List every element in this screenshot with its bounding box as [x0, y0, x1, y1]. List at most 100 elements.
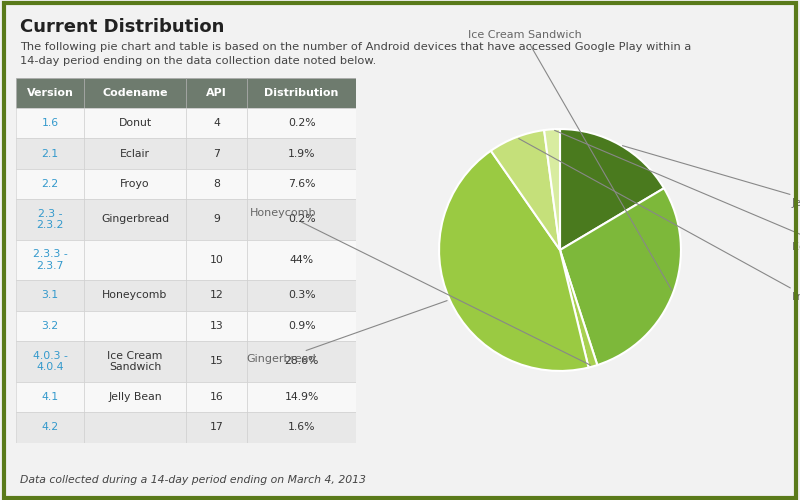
Text: Version: Version [26, 88, 74, 98]
Text: 12: 12 [210, 290, 223, 300]
FancyBboxPatch shape [186, 341, 247, 382]
Text: 2.2: 2.2 [42, 179, 58, 189]
FancyBboxPatch shape [247, 138, 356, 169]
FancyBboxPatch shape [16, 280, 84, 310]
Text: 13: 13 [210, 321, 223, 331]
FancyBboxPatch shape [186, 382, 247, 412]
FancyBboxPatch shape [84, 169, 186, 199]
FancyBboxPatch shape [84, 382, 186, 412]
FancyBboxPatch shape [16, 412, 84, 442]
Text: 4.2: 4.2 [42, 422, 58, 432]
Text: 1.6: 1.6 [42, 118, 58, 128]
Text: Codename: Codename [102, 88, 168, 98]
FancyBboxPatch shape [84, 310, 186, 341]
Text: 7.6%: 7.6% [288, 179, 315, 189]
FancyBboxPatch shape [84, 138, 186, 169]
FancyBboxPatch shape [16, 108, 84, 138]
FancyBboxPatch shape [186, 78, 247, 108]
Text: 0.2%: 0.2% [288, 118, 315, 128]
Text: 2.3.3 -
2.3.7: 2.3.3 - 2.3.7 [33, 249, 67, 271]
Text: 4.0.3 -
4.0.4: 4.0.3 - 4.0.4 [33, 350, 67, 372]
Text: 7: 7 [213, 148, 220, 158]
Text: Eclair & older: Eclair & older [554, 130, 800, 252]
FancyBboxPatch shape [16, 199, 84, 239]
FancyBboxPatch shape [16, 138, 84, 169]
FancyBboxPatch shape [247, 310, 356, 341]
Wedge shape [560, 188, 681, 365]
Text: Distribution: Distribution [265, 88, 338, 98]
FancyBboxPatch shape [247, 108, 356, 138]
Text: Jelly Bean: Jelly Bean [108, 392, 162, 402]
Text: Honeycomb: Honeycomb [250, 208, 590, 365]
Text: 0.9%: 0.9% [288, 321, 315, 331]
FancyBboxPatch shape [186, 310, 247, 341]
FancyBboxPatch shape [84, 341, 186, 382]
FancyBboxPatch shape [247, 382, 356, 412]
Text: 10: 10 [210, 255, 223, 265]
Wedge shape [439, 150, 589, 371]
Text: Eclair: Eclair [120, 148, 150, 158]
FancyBboxPatch shape [247, 199, 356, 239]
FancyBboxPatch shape [186, 199, 247, 239]
Text: Data collected during a 14-day period ending on March 4, 2013: Data collected during a 14-day period en… [20, 475, 366, 485]
Text: Honeycomb: Honeycomb [102, 290, 168, 300]
Text: Gingerbread: Gingerbread [246, 300, 447, 364]
Text: Froyo: Froyo [518, 138, 800, 302]
FancyBboxPatch shape [16, 240, 84, 281]
Text: 9: 9 [213, 214, 220, 224]
Wedge shape [560, 250, 598, 368]
Text: 44%: 44% [290, 255, 314, 265]
FancyBboxPatch shape [247, 280, 356, 310]
FancyBboxPatch shape [186, 240, 247, 281]
Text: Gingerbread: Gingerbread [101, 214, 169, 224]
Text: Jelly Bean: Jelly Bean [622, 146, 800, 208]
FancyBboxPatch shape [84, 412, 186, 442]
FancyBboxPatch shape [247, 78, 356, 108]
Text: API: API [206, 88, 227, 98]
Wedge shape [544, 129, 560, 250]
Text: 14.9%: 14.9% [285, 392, 318, 402]
Text: 2.3 -
2.3.2: 2.3 - 2.3.2 [36, 208, 64, 230]
Text: 2.1: 2.1 [42, 148, 58, 158]
Text: 3.2: 3.2 [42, 321, 58, 331]
FancyBboxPatch shape [16, 341, 84, 382]
FancyBboxPatch shape [16, 78, 84, 108]
FancyBboxPatch shape [247, 169, 356, 199]
FancyBboxPatch shape [247, 240, 356, 281]
Text: 3.1: 3.1 [42, 290, 58, 300]
Text: 4: 4 [213, 118, 220, 128]
Text: The following pie chart and table is based on the number of Android devices that: The following pie chart and table is bas… [20, 42, 691, 66]
Text: 8: 8 [213, 179, 220, 189]
FancyBboxPatch shape [247, 341, 356, 382]
FancyBboxPatch shape [84, 240, 186, 281]
FancyBboxPatch shape [186, 412, 247, 442]
Wedge shape [560, 129, 664, 250]
FancyBboxPatch shape [247, 412, 356, 442]
Wedge shape [491, 130, 560, 250]
Text: 1.6%: 1.6% [288, 422, 315, 432]
Text: 15: 15 [210, 356, 223, 366]
FancyBboxPatch shape [84, 280, 186, 310]
FancyBboxPatch shape [84, 199, 186, 239]
Text: Ice Cream Sandwich: Ice Cream Sandwich [467, 30, 672, 290]
FancyBboxPatch shape [186, 138, 247, 169]
FancyBboxPatch shape [186, 108, 247, 138]
Text: Ice Cream
Sandwich: Ice Cream Sandwich [107, 350, 162, 372]
FancyBboxPatch shape [16, 382, 84, 412]
Text: 0.3%: 0.3% [288, 290, 315, 300]
Text: 28.6%: 28.6% [285, 356, 318, 366]
FancyBboxPatch shape [186, 169, 247, 199]
Text: 17: 17 [210, 422, 223, 432]
Text: 1.9%: 1.9% [288, 148, 315, 158]
Text: Current Distribution: Current Distribution [20, 18, 224, 36]
Text: Froyo: Froyo [120, 179, 150, 189]
FancyBboxPatch shape [84, 108, 186, 138]
Text: 4.1: 4.1 [42, 392, 58, 402]
FancyBboxPatch shape [16, 169, 84, 199]
Text: Donut: Donut [118, 118, 151, 128]
FancyBboxPatch shape [16, 310, 84, 341]
Text: 16: 16 [210, 392, 223, 402]
Text: 0.2%: 0.2% [288, 214, 315, 224]
FancyBboxPatch shape [186, 280, 247, 310]
FancyBboxPatch shape [84, 78, 186, 108]
